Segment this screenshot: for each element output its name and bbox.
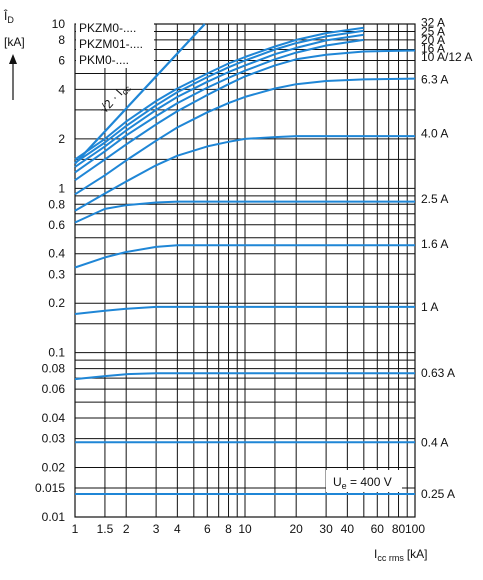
y-tick-label: 0.3 bbox=[48, 267, 65, 281]
y-tick-label: 8 bbox=[58, 33, 65, 47]
curve-line bbox=[74, 26, 364, 161]
y-tick-label: 4 bbox=[58, 82, 65, 96]
x-tick-label: 6 bbox=[204, 522, 211, 536]
plot-frame bbox=[74, 23, 416, 518]
curve-label: 25 A bbox=[421, 25, 445, 39]
x-tick-label: 100 bbox=[405, 522, 425, 536]
curve-line bbox=[74, 33, 364, 168]
x-tick-label: 1.5 bbox=[97, 522, 114, 536]
legend-item-pkzm0: PKZM0-.... bbox=[79, 21, 136, 35]
y-tick-label: 0.2 bbox=[48, 296, 65, 310]
x-tick-label: 30 bbox=[319, 522, 333, 536]
curve-label: 2.5 A bbox=[421, 192, 448, 206]
voltage-annotation: Ue = 400 V bbox=[326, 470, 402, 492]
x-tick-label: 2 bbox=[123, 522, 130, 536]
x-axis-label: Icc rms [kA] bbox=[374, 547, 428, 563]
y-tick-label: 0.4 bbox=[48, 247, 65, 261]
curve-label: 1.6 A bbox=[421, 237, 448, 251]
curve-line bbox=[74, 49, 416, 182]
curve-line bbox=[74, 372, 415, 381]
y-tick-label: 0.02 bbox=[42, 461, 66, 475]
y-tick-label: 0.08 bbox=[42, 362, 66, 376]
y-tick-label: 0.1 bbox=[48, 346, 65, 360]
x-tick-label: 10 bbox=[238, 522, 252, 536]
curve-label: 20 A bbox=[421, 33, 445, 47]
y-tick-label: 10 bbox=[52, 17, 66, 31]
y-tick-label: 0.6 bbox=[48, 218, 65, 232]
reference-line-label: √2 · Icc bbox=[97, 79, 133, 117]
voltage-annotation-box bbox=[326, 470, 402, 492]
x-tick-label: 3 bbox=[153, 522, 160, 536]
curve-labels: 32 A25 A20 A16 A10 A/12 A 6.3 A 4.0 A 2.5 A… bbox=[421, 16, 472, 501]
legend-item-pkm0: PKM0-.... bbox=[79, 53, 129, 67]
curve-label: 32 A bbox=[421, 16, 445, 30]
curve-label: 4.0 A bbox=[421, 127, 448, 141]
y-tick-label: 0.04 bbox=[42, 411, 66, 425]
device-legend: PKZM0-.... PKZM01-.... PKM0-.... bbox=[76, 20, 154, 68]
curve-label: 10 A/12 A bbox=[421, 50, 472, 64]
curve-line bbox=[74, 135, 415, 212]
y-tick-label: 2 bbox=[58, 132, 65, 146]
x-tick-label: 4 bbox=[174, 522, 181, 536]
reference-line bbox=[74, 23, 206, 165]
y-tick-label: 0.01 bbox=[42, 510, 66, 524]
x-tick-label: 8 bbox=[225, 522, 232, 536]
y-tick-label: 6 bbox=[58, 53, 65, 67]
curve-label: 6.3 A bbox=[421, 72, 448, 86]
y-tick-label: 0.06 bbox=[42, 382, 66, 396]
current-curves bbox=[74, 26, 416, 495]
y-tick-label: 0.8 bbox=[48, 197, 65, 211]
y-tick-label: 1 bbox=[58, 181, 65, 195]
y-axis-symbol: ÎD bbox=[3, 8, 14, 25]
curve-label: 16 A bbox=[421, 41, 445, 55]
curve-label: 0.25 A bbox=[421, 487, 455, 501]
legend-item-pkzm01: PKZM01-.... bbox=[79, 37, 143, 51]
y-axis-title: ÎD [kA] bbox=[3, 8, 25, 100]
curve-line bbox=[74, 305, 415, 315]
y-axis-arrow bbox=[9, 54, 17, 100]
curve-label: 1 A bbox=[421, 300, 438, 314]
curve-line bbox=[74, 29, 364, 164]
curve-line bbox=[74, 77, 416, 196]
x-tick-label: 40 bbox=[341, 522, 355, 536]
curve-line bbox=[74, 244, 415, 269]
y-tick-labels: 10 8 6 4 2 1 0.8 0.6 0.4 0.3 0.2 0.1 0.08 0.06 0.04 0.0… bbox=[35, 17, 65, 524]
y-tick-label: 0.03 bbox=[42, 432, 66, 446]
x-tick-label: 60 bbox=[371, 522, 385, 536]
y-tick-label: 0.015 bbox=[35, 481, 65, 495]
x-tick-label: 20 bbox=[289, 522, 303, 536]
curve-label: 0.4 A bbox=[421, 435, 448, 449]
x-tick-label: 1 bbox=[72, 522, 79, 536]
x-axis-title: Icc rms [kA] bbox=[374, 547, 428, 563]
x-tick-labels: 1 1.5 2 3 4 6 8 10 20 30 40 60 80 100 bbox=[72, 522, 426, 536]
curve-line bbox=[74, 38, 364, 174]
x-tick-label: 80 bbox=[392, 522, 406, 536]
voltage-annotation-text: Ue = 400 V bbox=[333, 475, 392, 491]
legend-box bbox=[76, 20, 154, 68]
curve-label: 0.63 A bbox=[421, 366, 455, 380]
y-axis-unit: [kA] bbox=[4, 35, 25, 49]
curve-line bbox=[74, 200, 415, 224]
